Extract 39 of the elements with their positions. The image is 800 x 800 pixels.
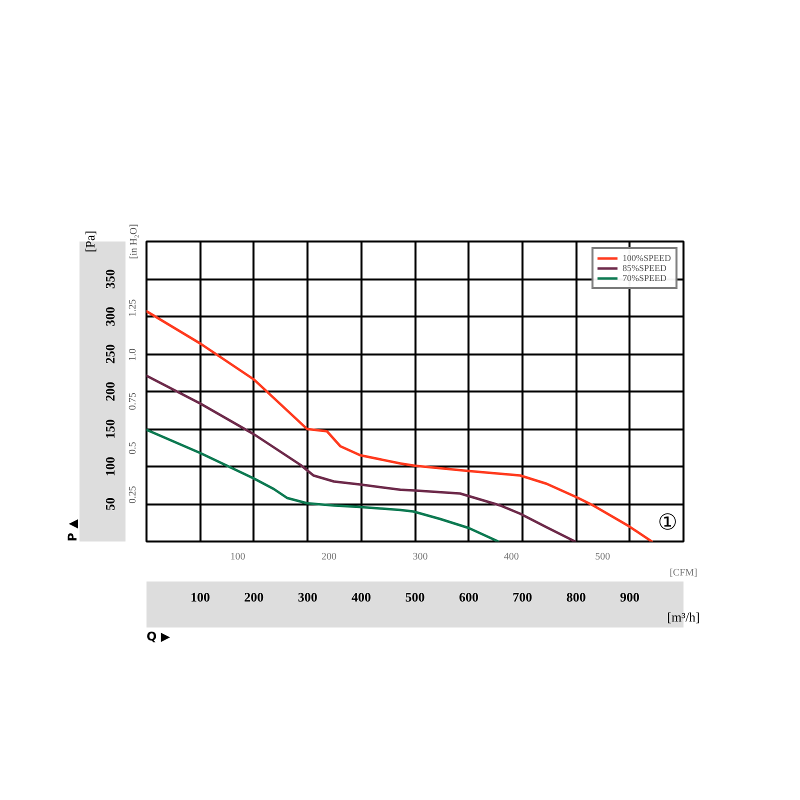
x-tick-label: 600 [458, 590, 478, 604]
y-tick-label: 50 [102, 498, 118, 510]
y-tick-label: 150 [102, 419, 118, 439]
annotation: ① [658, 510, 678, 536]
y2-tick-label: 0.25 [128, 486, 138, 504]
x-axis-title: [m³/h] [667, 610, 700, 624]
legend-label: 70%SPEED [622, 273, 666, 283]
legend-label: 100%SPEED [622, 253, 671, 263]
y2-axis-title: [in H₂O] [128, 224, 140, 259]
y2-tick-label: 1.25 [128, 299, 138, 317]
x-tick-label: 800 [566, 590, 586, 604]
text: P ▲ [66, 518, 80, 542]
x-tick-label: 200 [244, 590, 264, 604]
y-tick-label: 350 [102, 269, 118, 289]
x2-tick-label: 200 [321, 552, 336, 562]
line-series [146, 310, 654, 542]
x-tick-label: 700 [512, 590, 532, 604]
text: Q ▶ [146, 630, 171, 644]
x2-tick-label: 400 [504, 552, 519, 562]
x2-tick-label: 500 [595, 552, 610, 562]
legend-label: 85%SPEED [622, 263, 666, 273]
y2-tick-label: 1.0 [128, 348, 138, 361]
x-tick-label: 400 [352, 590, 372, 604]
x2-tick-label: 300 [412, 552, 428, 562]
line-series [146, 374, 576, 542]
y-axis-title: [Pa] [82, 230, 98, 252]
y2-tick-label: 0.75 [128, 392, 138, 410]
x2-axis-title: [CFM] [670, 568, 698, 578]
y-tick-label: 100 [102, 456, 118, 476]
x-tick-label: 900 [620, 590, 640, 604]
y-tick-label: 200 [102, 382, 118, 402]
x2-tick-label: 100 [230, 552, 246, 562]
x-tick-label: 100 [190, 590, 210, 604]
x-tick-label: 500 [405, 590, 425, 604]
line-series [146, 428, 500, 542]
y-tick-label: 300 [102, 306, 118, 326]
y2-tick-label: 0.5 [128, 442, 138, 454]
y-tick-label: 250 [102, 344, 118, 364]
x-tick-label: 300 [298, 590, 318, 604]
